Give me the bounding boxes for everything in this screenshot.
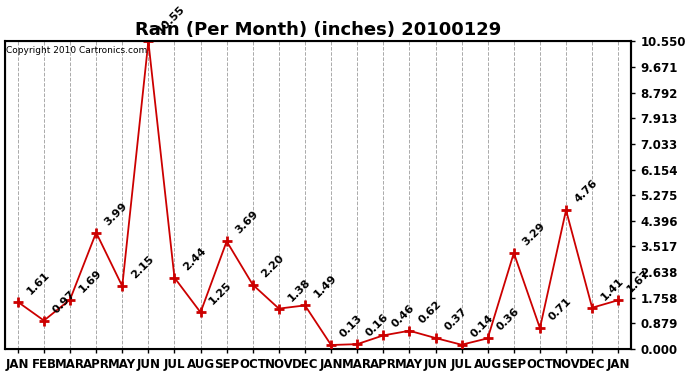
- Text: 1.41: 1.41: [599, 276, 626, 302]
- Text: 0.97: 0.97: [51, 288, 77, 315]
- Text: 2.44: 2.44: [181, 246, 208, 272]
- Text: 1.25: 1.25: [208, 280, 234, 307]
- Text: 3.69: 3.69: [234, 209, 260, 236]
- Text: 10.55: 10.55: [155, 4, 187, 36]
- Text: 0.46: 0.46: [391, 303, 417, 330]
- Text: 0.62: 0.62: [416, 298, 443, 325]
- Text: 0.71: 0.71: [547, 296, 573, 322]
- Text: 0.14: 0.14: [469, 313, 495, 339]
- Text: 3.29: 3.29: [521, 221, 547, 248]
- Text: 1.49: 1.49: [312, 273, 339, 300]
- Text: 0.16: 0.16: [364, 312, 391, 339]
- Text: 4.76: 4.76: [573, 178, 600, 205]
- Text: 1.67: 1.67: [625, 268, 652, 295]
- Text: 0.13: 0.13: [338, 313, 364, 339]
- Title: Rain (Per Month) (inches) 20100129: Rain (Per Month) (inches) 20100129: [135, 21, 501, 39]
- Text: 2.20: 2.20: [259, 253, 286, 279]
- Text: 2.15: 2.15: [129, 254, 156, 280]
- Text: 1.38: 1.38: [286, 277, 313, 303]
- Text: 0.37: 0.37: [442, 306, 469, 333]
- Text: Copyright 2010 Cartronics.com: Copyright 2010 Cartronics.com: [6, 46, 147, 55]
- Text: 1.61: 1.61: [25, 270, 51, 296]
- Text: 0.36: 0.36: [495, 306, 521, 333]
- Text: 3.99: 3.99: [103, 200, 130, 227]
- Text: 1.69: 1.69: [77, 267, 104, 294]
